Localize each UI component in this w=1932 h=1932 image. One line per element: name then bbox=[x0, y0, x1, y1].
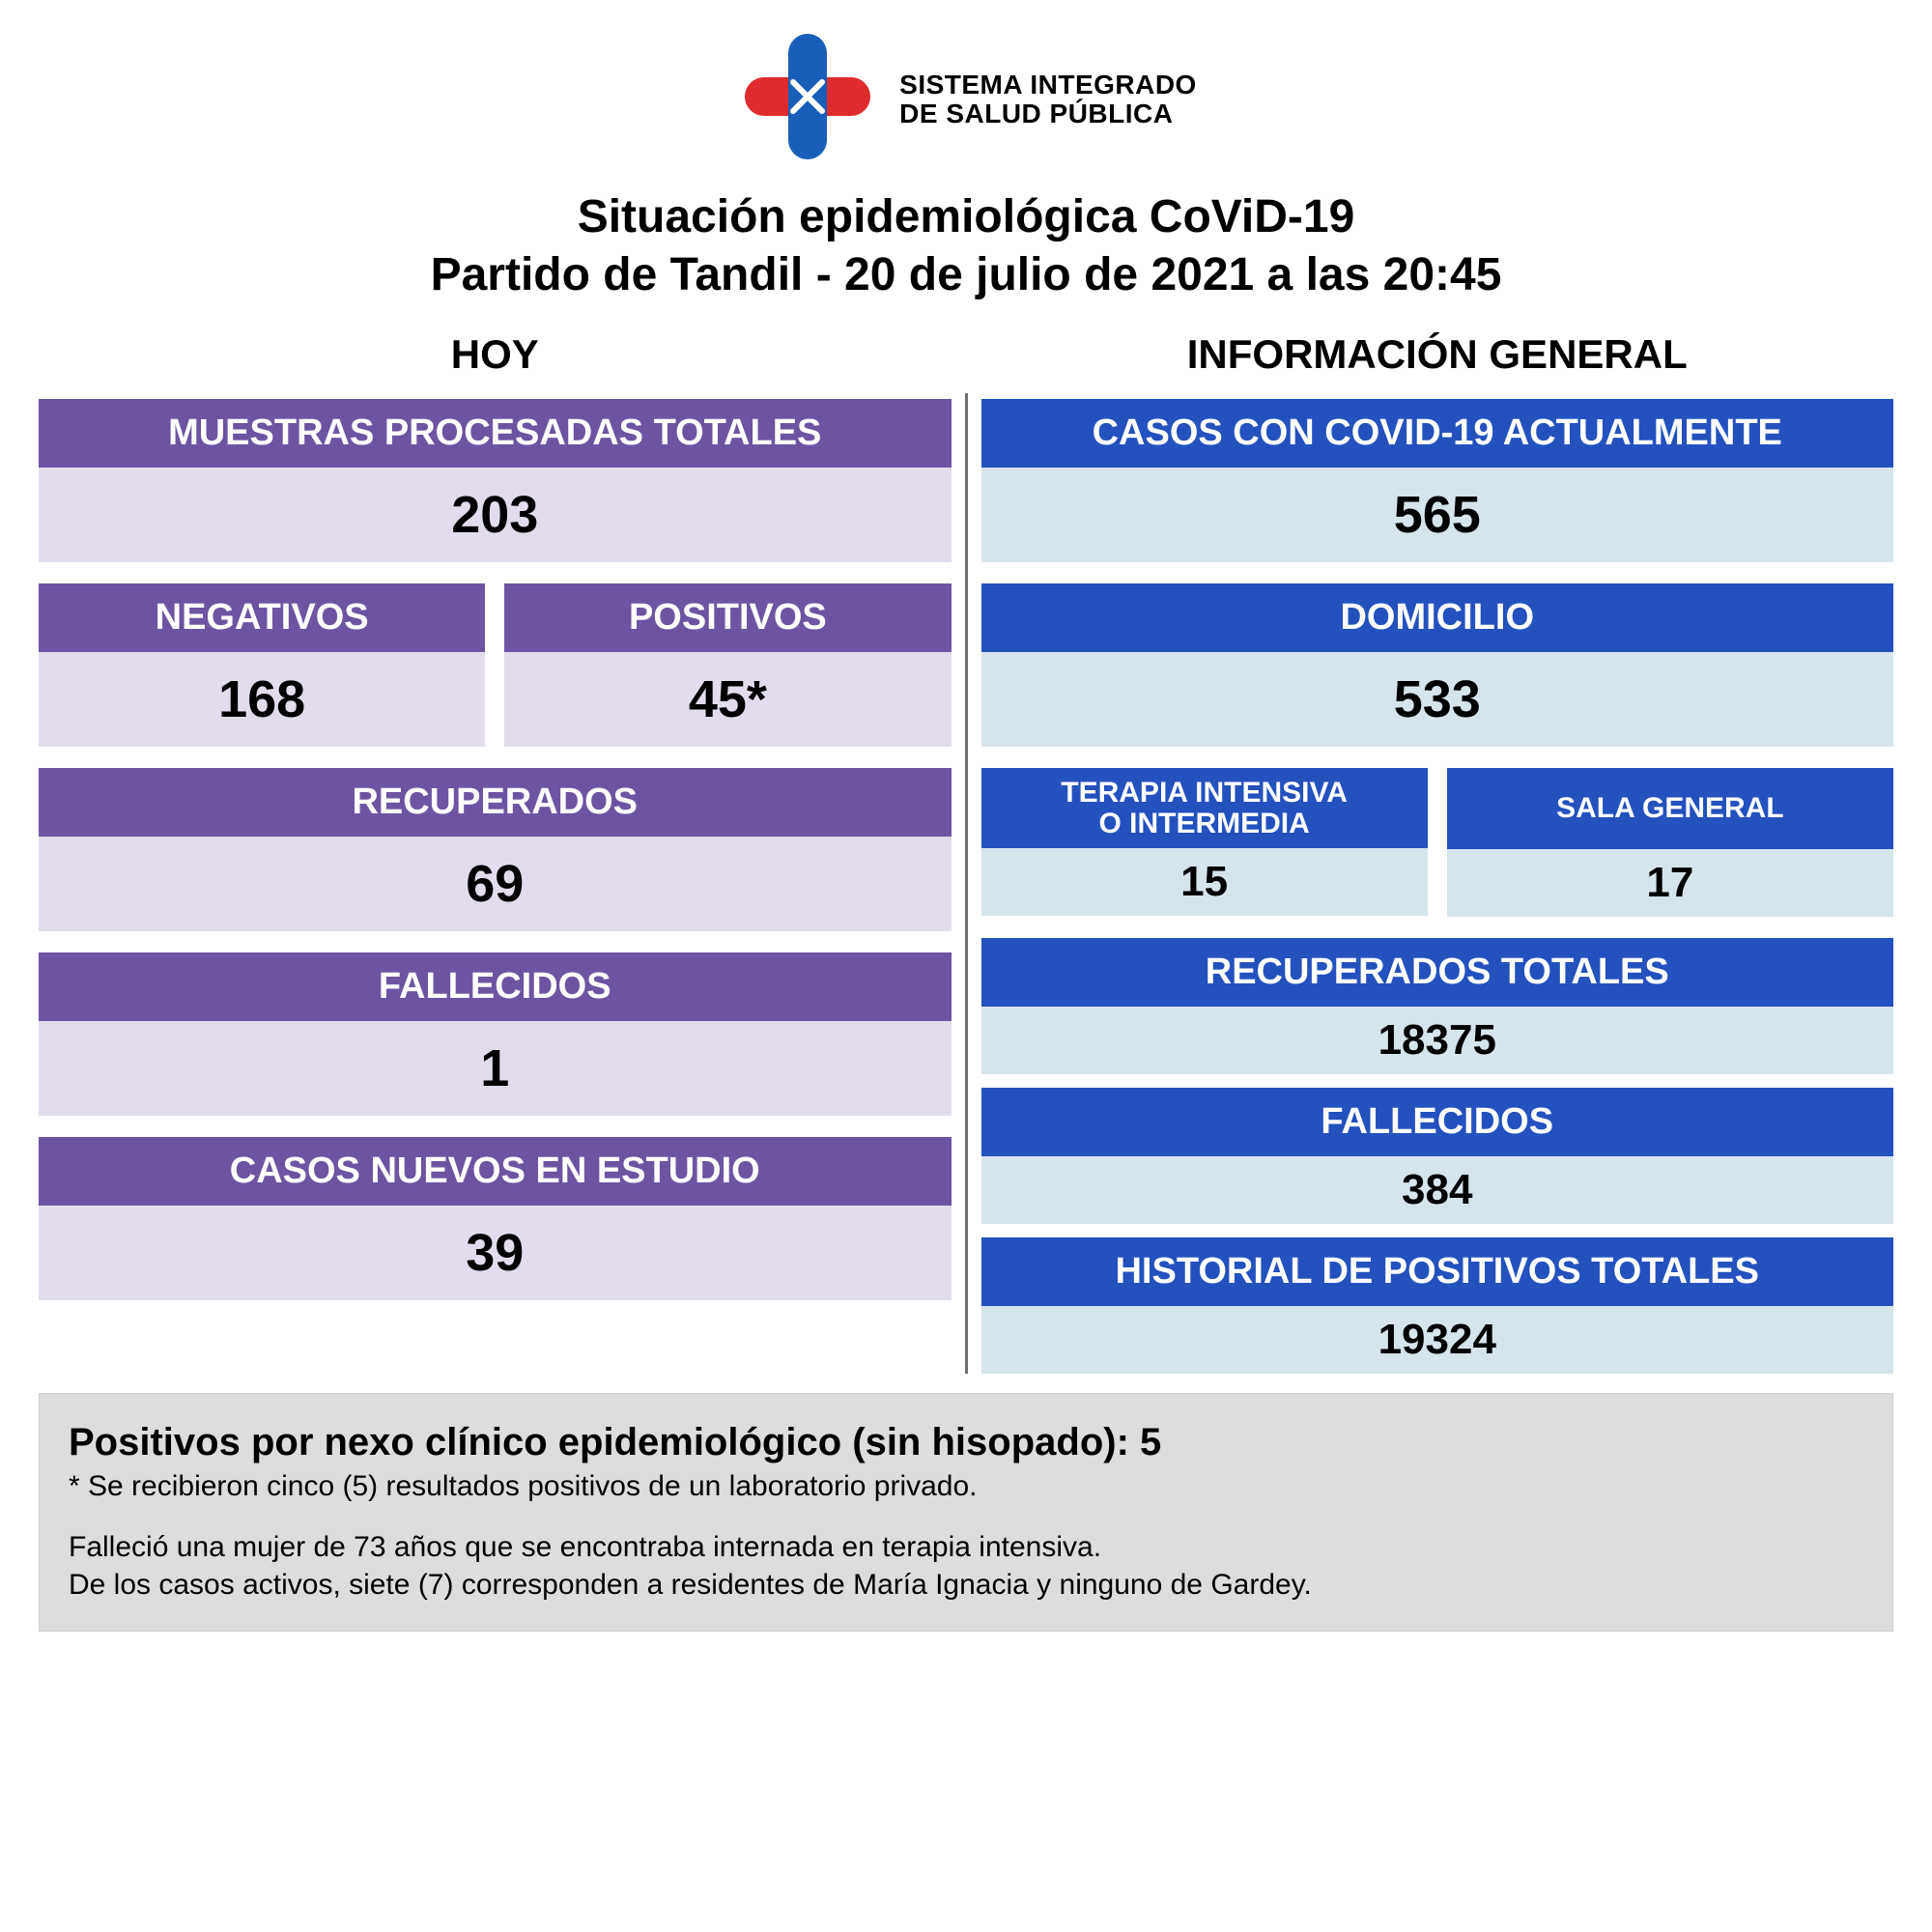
page-title: Situación epidemiológica CoViD-19 Partid… bbox=[39, 188, 1893, 304]
title-line-2: Partido de Tandil - 20 de julio de 2021 … bbox=[39, 246, 1893, 304]
value-domicilio: 533 bbox=[981, 652, 1894, 747]
card-sala: SALA GENERAL 17 bbox=[1447, 768, 1893, 917]
card-activos: CASOS CON COVID-19 ACTUALMENTE 565 bbox=[981, 399, 1894, 562]
label-negativos: NEGATIVOS bbox=[39, 583, 485, 652]
value-positivos: 45* bbox=[504, 652, 951, 747]
label-terapia-l2: O INTERMEDIA bbox=[989, 809, 1420, 839]
row-terapia-sala: TERAPIA INTENSIVA O INTERMEDIA 15 SALA G… bbox=[981, 768, 1894, 917]
col-general: INFORMACIÓN GENERAL CASOS CON COVID-19 A… bbox=[968, 331, 1894, 1374]
card-positivos: POSITIVOS 45* bbox=[504, 583, 951, 747]
value-terapia: 15 bbox=[981, 848, 1428, 916]
value-negativos: 168 bbox=[39, 652, 485, 747]
label-fallecidos-tot: FALLECIDOS bbox=[981, 1088, 1894, 1156]
label-activos: CASOS CON COVID-19 ACTUALMENTE bbox=[981, 399, 1894, 468]
logo-row: SISTEMA INTEGRADO DE SALUD PÚBLICA bbox=[39, 29, 1893, 169]
footer-line-2: De los casos activos, siete (7) correspo… bbox=[69, 1566, 1863, 1604]
card-muestras: MUESTRAS PROCESADAS TOTALES 203 bbox=[39, 399, 952, 562]
col-today: HOY MUESTRAS PROCESADAS TOTALES 203 NEGA… bbox=[39, 331, 965, 1374]
row-neg-pos: NEGATIVOS 168 POSITIVOS 45* bbox=[39, 583, 952, 747]
label-terapia-l1: TERAPIA INTENSIVA bbox=[989, 778, 1420, 809]
label-nuevos: CASOS NUEVOS EN ESTUDIO bbox=[39, 1137, 952, 1206]
footer-title: Positivos por nexo clínico epidemiológic… bbox=[69, 1421, 1863, 1464]
col-general-heading: INFORMACIÓN GENERAL bbox=[981, 331, 1894, 378]
label-fallecidos: FALLECIDOS bbox=[39, 952, 952, 1021]
card-fallecidos: FALLECIDOS 1 bbox=[39, 952, 952, 1116]
label-sala: SALA GENERAL bbox=[1447, 768, 1893, 849]
card-recup-tot: RECUPERADOS TOTALES 18375 bbox=[981, 938, 1894, 1074]
logo-icon bbox=[735, 29, 880, 169]
value-activos: 565 bbox=[981, 468, 1894, 562]
label-domicilio: DOMICILIO bbox=[981, 583, 1894, 652]
footer-box: Positivos por nexo clínico epidemiológic… bbox=[39, 1393, 1893, 1632]
logo-text: SISTEMA INTEGRADO DE SALUD PÚBLICA bbox=[899, 71, 1197, 128]
label-terapia: TERAPIA INTENSIVA O INTERMEDIA bbox=[981, 768, 1428, 848]
label-recup-tot: RECUPERADOS TOTALES bbox=[981, 938, 1894, 1007]
value-nuevos: 39 bbox=[39, 1206, 952, 1300]
value-fallecidos: 1 bbox=[39, 1021, 952, 1116]
logo-text-line1: SISTEMA INTEGRADO bbox=[899, 71, 1197, 99]
label-positivos: POSITIVOS bbox=[504, 583, 951, 652]
title-line-1: Situación epidemiológica CoViD-19 bbox=[39, 188, 1893, 246]
label-pos-tot: HISTORIAL DE POSITIVOS TOTALES bbox=[981, 1237, 1894, 1306]
card-domicilio: DOMICILIO 533 bbox=[981, 583, 1894, 747]
card-negativos: NEGATIVOS 168 bbox=[39, 583, 485, 747]
card-nuevos: CASOS NUEVOS EN ESTUDIO 39 bbox=[39, 1137, 952, 1300]
footer-note: * Se recibieron cinco (5) resultados pos… bbox=[69, 1470, 1863, 1503]
card-recuperados: RECUPERADOS 69 bbox=[39, 768, 952, 931]
value-recuperados: 69 bbox=[39, 837, 952, 931]
card-fallecidos-tot: FALLECIDOS 384 bbox=[981, 1088, 1894, 1224]
value-fallecidos-tot: 384 bbox=[981, 1156, 1894, 1224]
card-pos-tot: HISTORIAL DE POSITIVOS TOTALES 19324 bbox=[981, 1237, 1894, 1374]
value-muestras: 203 bbox=[39, 468, 952, 562]
page-root: SISTEMA INTEGRADO DE SALUD PÚBLICA Situa… bbox=[0, 0, 1932, 1932]
value-sala: 17 bbox=[1447, 849, 1893, 917]
value-pos-tot: 19324 bbox=[981, 1306, 1894, 1374]
col-today-heading: HOY bbox=[39, 331, 952, 378]
logo-text-line2: DE SALUD PÚBLICA bbox=[899, 99, 1197, 128]
value-recup-tot: 18375 bbox=[981, 1007, 1894, 1074]
label-recuperados: RECUPERADOS bbox=[39, 768, 952, 837]
footer-line-1: Falleció una mujer de 73 años que se enc… bbox=[69, 1528, 1863, 1566]
label-muestras: MUESTRAS PROCESADAS TOTALES bbox=[39, 399, 952, 468]
columns: HOY MUESTRAS PROCESADAS TOTALES 203 NEGA… bbox=[39, 331, 1893, 1374]
card-terapia: TERAPIA INTENSIVA O INTERMEDIA 15 bbox=[981, 768, 1428, 917]
